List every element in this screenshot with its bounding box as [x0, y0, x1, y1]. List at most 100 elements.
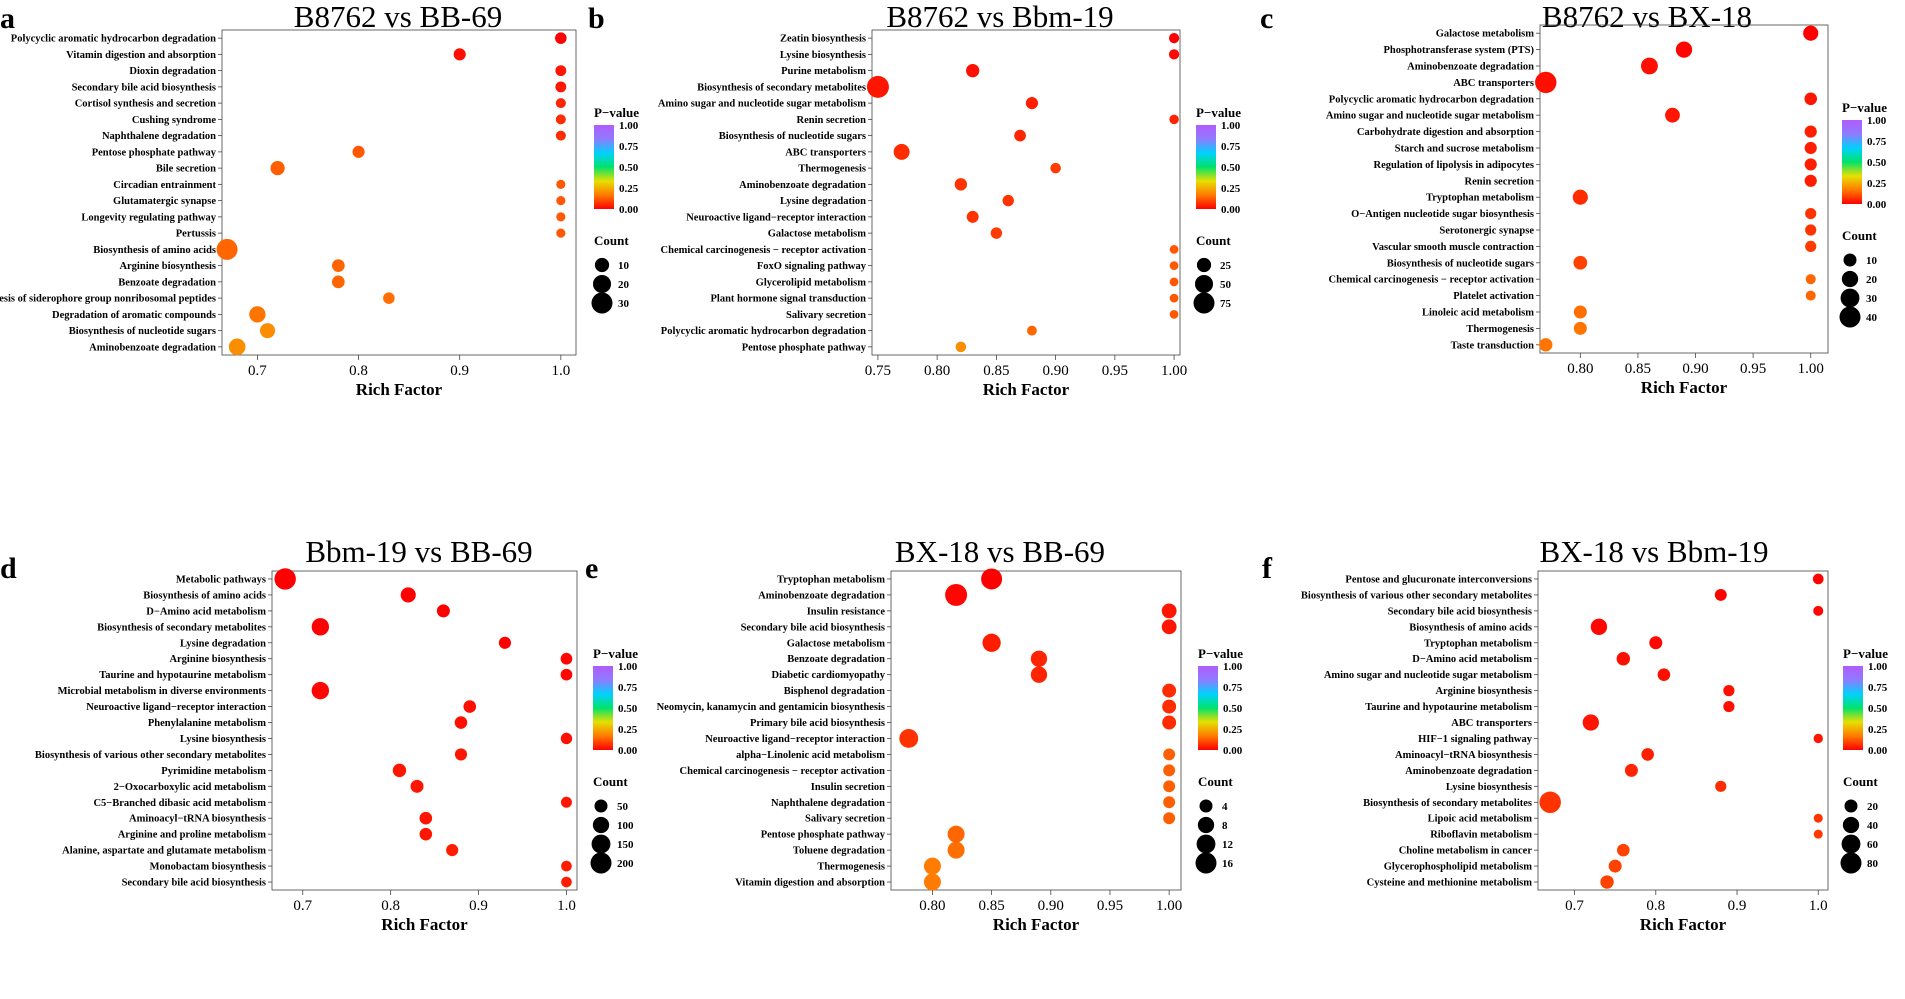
- pathway-label: Renin secretion: [796, 115, 866, 126]
- pathway-label: Thermogenesis: [1466, 324, 1534, 335]
- data-point: [1641, 57, 1658, 75]
- x-tick-label: 1.00: [1156, 898, 1182, 914]
- x-tick-label: 0.9: [469, 898, 488, 914]
- data-point: [555, 114, 566, 125]
- data-point: [555, 65, 567, 77]
- data-point: [1169, 245, 1179, 254]
- x-tick-label: 0.75: [865, 363, 891, 379]
- x-axis-title: Rich Factor: [993, 915, 1080, 934]
- data-point: [955, 341, 967, 353]
- pathway-label: Neuroactive ligand−receptor interaction: [705, 734, 885, 745]
- data-point: [436, 604, 450, 618]
- data-point: [1805, 290, 1816, 301]
- pathway-label: Carbohydrate digestion and absorption: [1357, 127, 1534, 138]
- x-tick-label: 0.9: [450, 363, 469, 379]
- x-tick-label: 0.95: [1097, 898, 1123, 914]
- colorbar-tick-label: 0.25: [1221, 183, 1241, 195]
- plot-frame: [1537, 570, 1829, 891]
- data-point: [311, 618, 330, 636]
- data-point: [560, 732, 573, 745]
- pvalue-legend-title: P−value: [1196, 105, 1241, 120]
- data-point: [1641, 748, 1654, 761]
- data-point: [982, 633, 1001, 652]
- count-legend-title: Count: [1843, 774, 1878, 789]
- x-tick-label: 0.80: [919, 898, 945, 914]
- panel-letter: a: [0, 2, 15, 35]
- pvalue-colorbar: [1843, 666, 1863, 750]
- pathway-label: Aminobenzoate degradation: [739, 180, 866, 191]
- colorbar-tick-label: 1.00: [1223, 661, 1243, 673]
- pvalue-legend-title: P−value: [1843, 646, 1888, 661]
- data-point: [923, 857, 941, 875]
- colorbar-tick-label: 0.50: [1223, 703, 1243, 715]
- data-point: [1162, 715, 1177, 730]
- colorbar-tick-label: 1.00: [1867, 115, 1887, 127]
- pathway-label: Insulin secretion: [811, 782, 885, 793]
- pathway-label: Lysine degradation: [180, 638, 266, 649]
- data-point: [561, 860, 572, 872]
- count-legend-dot: [1195, 852, 1217, 874]
- pathway-label: Regulation of lipolysis in adipocytes: [1374, 160, 1534, 171]
- data-point: [1804, 141, 1817, 155]
- data-point: [1804, 158, 1817, 171]
- pvalue-legend-title: P−value: [1842, 100, 1887, 115]
- x-tick-label: 0.80: [924, 363, 950, 379]
- data-point: [1723, 685, 1735, 697]
- pathway-label: Cushing syndrome: [132, 115, 216, 126]
- pathway-label: Pentose and glucuronate interconversions: [1345, 574, 1532, 585]
- colorbar-tick-label: 0.00: [1867, 199, 1887, 211]
- pvalue-legend-title: P−value: [594, 105, 639, 120]
- panel-letter: c: [1260, 2, 1273, 35]
- count-legend-title: Count: [1198, 774, 1233, 789]
- count-legend-dot: [592, 274, 612, 294]
- data-point: [1030, 650, 1048, 667]
- pathway-label: Polycyclic aromatic hydrocarbon degradat…: [661, 326, 866, 337]
- count-legend-title: Count: [594, 233, 629, 248]
- count-legend-dot: [1196, 834, 1216, 854]
- colorbar-tick-label: 0.75: [619, 141, 639, 153]
- data-point: [392, 763, 407, 778]
- data-point: [1624, 763, 1638, 777]
- data-point: [1050, 162, 1061, 174]
- data-point: [899, 729, 919, 748]
- count-legend-title: Count: [1196, 233, 1231, 248]
- pathway-label: Salivary secretion: [786, 310, 866, 321]
- panel-letter: d: [0, 552, 17, 585]
- data-point: [1161, 619, 1177, 635]
- pathway-label: Thermogenesis: [817, 862, 885, 873]
- pathway-label: Degradation of aromatic compounds: [52, 310, 216, 321]
- x-tick-label: 0.95: [1102, 363, 1128, 379]
- data-point: [1161, 603, 1177, 619]
- colorbar-tick-label: 0.75: [1867, 136, 1887, 148]
- count-legend-dot: [1839, 306, 1861, 328]
- pathway-label: Riboflavin metabolism: [1430, 830, 1532, 841]
- data-point: [555, 98, 566, 109]
- colorbar-tick-label: 1.00: [1221, 120, 1241, 132]
- pathway-label: Renin secretion: [1464, 176, 1534, 187]
- pathway-label: Biosynthesis of siderophore group nonrib…: [0, 294, 216, 305]
- pathway-label: Lysine biosynthesis: [780, 50, 866, 61]
- data-point: [249, 306, 266, 323]
- pathway-label: Thermogenesis: [798, 164, 866, 175]
- pathway-label: Aminobenzoate degradation: [1405, 766, 1532, 777]
- count-legend-label: 16: [1222, 858, 1234, 870]
- data-point: [1675, 41, 1693, 58]
- pathway-label: Aminobenzoate degradation: [1407, 62, 1534, 73]
- pvalue-colorbar: [594, 125, 614, 209]
- pathway-label: Naphthalene degradation: [771, 798, 885, 809]
- data-point: [454, 748, 468, 761]
- colorbar-tick-label: 0.25: [1223, 724, 1243, 736]
- count-legend-dot: [1843, 253, 1857, 267]
- pathway-label: Dioxin degradation: [129, 66, 216, 77]
- pathway-label: Galactose metabolism: [1436, 29, 1535, 40]
- data-point: [1805, 274, 1816, 285]
- pathway-label: C5−Branched dibasic acid metabolism: [93, 798, 266, 809]
- colorbar-tick-label: 0.50: [1867, 157, 1887, 169]
- pathway-label: Lysine biosynthesis: [1446, 782, 1532, 793]
- count-legend-dot: [1842, 816, 1860, 834]
- pathway-label: Pentose phosphate pathway: [92, 147, 217, 158]
- x-axis-title: Rich Factor: [983, 380, 1070, 399]
- pathway-label: Amino sugar and nucleotide sugar metabol…: [1324, 670, 1532, 681]
- pathway-label: Biosynthesis of amino acids: [1409, 622, 1532, 633]
